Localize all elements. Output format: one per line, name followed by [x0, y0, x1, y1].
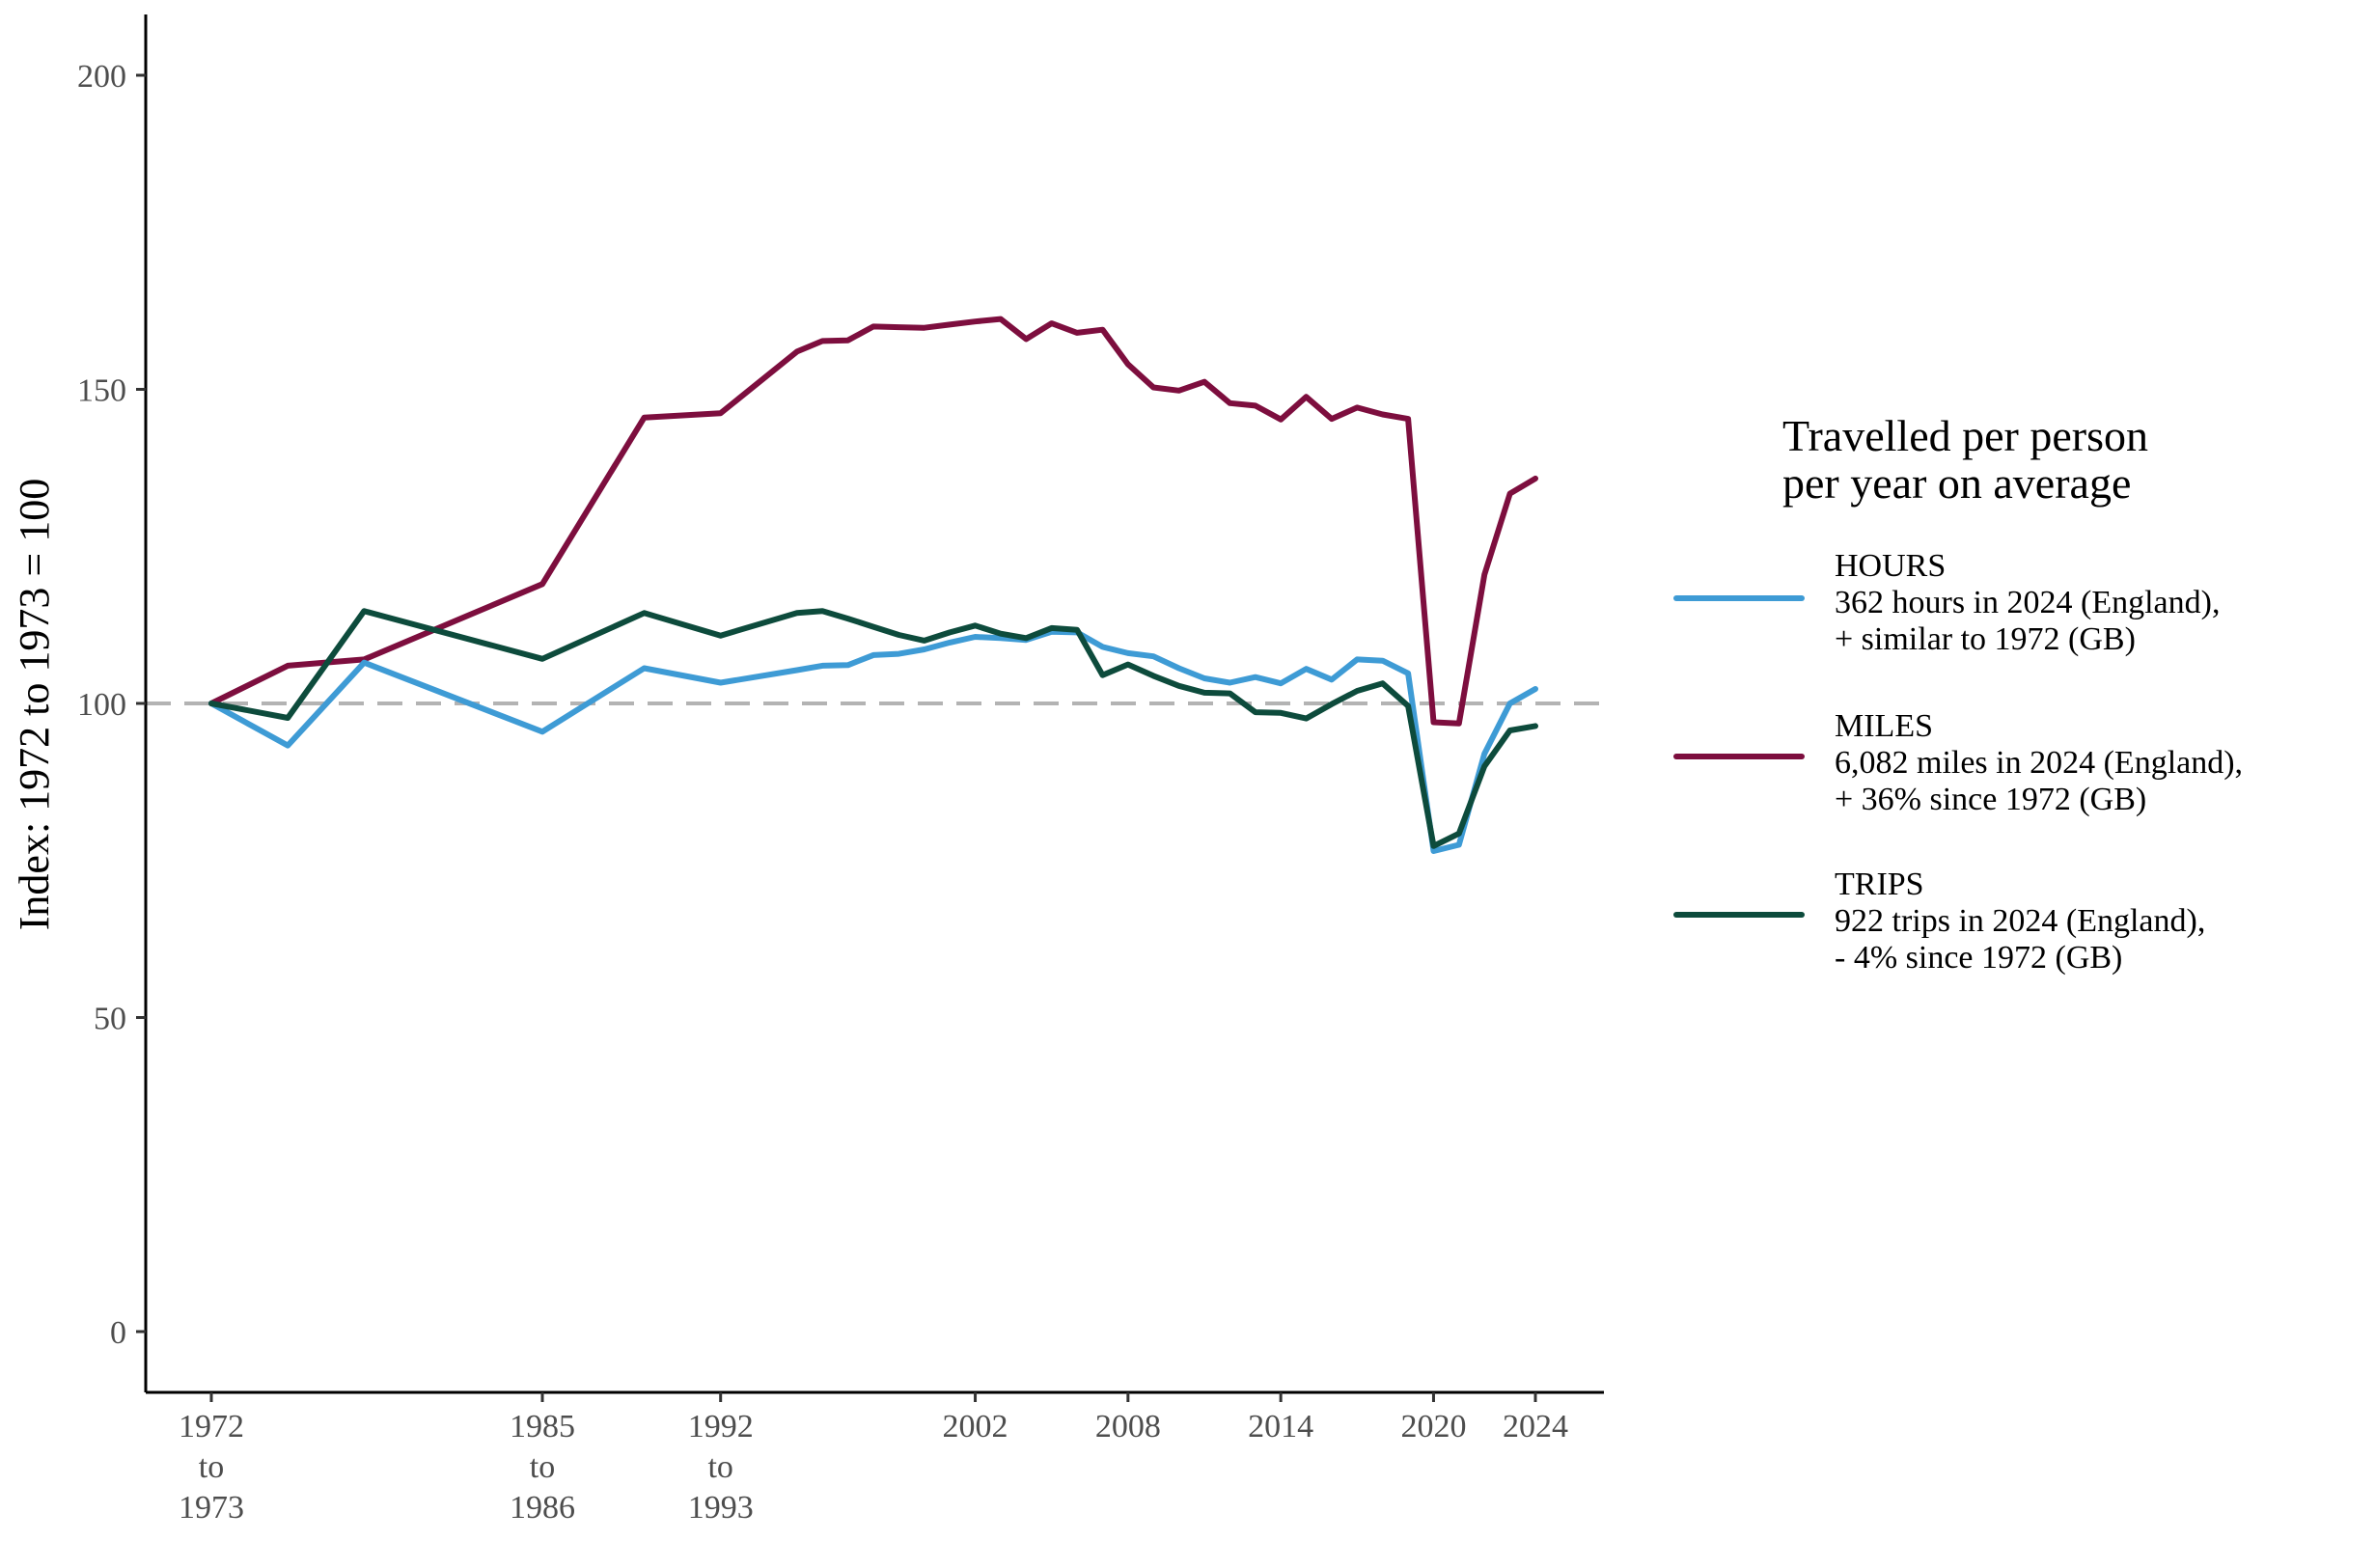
y-tick-label: 150	[77, 373, 126, 409]
series-line-hours	[208, 628, 1538, 854]
y-tick-label: 100	[77, 687, 126, 723]
series-line-trips	[208, 608, 1538, 849]
legend-label-hours: HOURS	[1835, 548, 1946, 584]
legend-title: Travelled per person	[1782, 411, 2148, 460]
x-tick-label: 1986	[510, 1490, 575, 1526]
x-tick-label: 1993	[688, 1490, 754, 1526]
legend-title: per year on average	[1782, 458, 2131, 508]
legend-label-miles: 6,082 miles in 2024 (England),	[1835, 745, 2243, 781]
x-tick-label: 2008	[1095, 1409, 1161, 1444]
x-tick-label: 2020	[1400, 1409, 1466, 1444]
legend-label-trips: 922 trips in 2024 (England),	[1835, 903, 2205, 939]
y-tick-label: 50	[94, 1002, 126, 1037]
plot-area: 0 50 100 150 200 1972 to 1973 1985 to 1986 1992 to 19…	[11, 14, 1604, 1526]
legend-label-hours: 362 hours in 2024 (England),	[1835, 585, 2220, 620]
x-tick-label: 2014	[1248, 1409, 1313, 1444]
x-tick-label: 1992	[688, 1409, 754, 1444]
series-line-miles	[208, 316, 1538, 727]
x-tick-label: 1972	[179, 1409, 244, 1444]
y-tick-label: 0	[110, 1315, 126, 1351]
x-tick-label: to	[530, 1449, 555, 1485]
legend-label-trips: TRIPS	[1835, 867, 1924, 902]
legend-label-miles: MILES	[1835, 708, 1933, 744]
x-tick-label: 2002	[943, 1409, 1008, 1444]
x-tick-label: to	[707, 1449, 732, 1485]
y-axis-title: Index: 1972 to 1973 = 100	[11, 479, 58, 930]
x-tick-label: 2024	[1503, 1409, 1568, 1444]
legend-label-hours: + similar to 1972 (GB)	[1835, 621, 2136, 657]
y-tick-label: 200	[77, 59, 126, 95]
x-tick-label: to	[199, 1449, 224, 1485]
legend-label-trips: - 4% since 1972 (GB)	[1835, 940, 2122, 976]
legend-label-miles: + 36% since 1972 (GB)	[1835, 782, 2146, 817]
x-tick-label: 1973	[179, 1490, 244, 1526]
x-tick-label: 1985	[510, 1409, 575, 1444]
